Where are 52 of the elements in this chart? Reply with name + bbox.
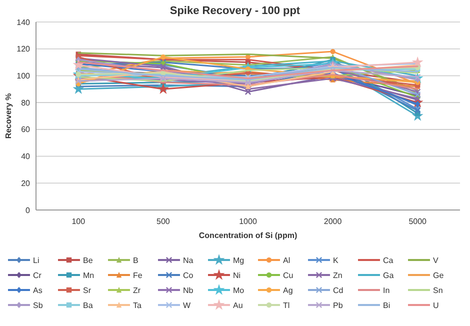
legend-label: Be	[83, 256, 94, 265]
legend-label: Nb	[183, 286, 194, 295]
y-tick-label: 140	[16, 18, 31, 27]
legend-label: Ni	[233, 270, 241, 280]
legend-label: Au	[233, 300, 243, 310]
y-tick-label: 120	[16, 44, 31, 54]
legend-label: Cr	[33, 270, 42, 280]
legend-label: K	[333, 256, 339, 265]
legend-label: Ca	[383, 256, 394, 265]
y-tick-label: 60	[21, 125, 31, 134]
legend-label: Sb	[33, 300, 44, 310]
legend-label: Cd	[333, 286, 344, 295]
y-tick-label: 100	[16, 72, 31, 81]
legend-label: Mn	[83, 270, 94, 280]
x-tick-label: 2000	[324, 217, 342, 226]
x-tick-label: 100	[72, 217, 86, 226]
legend-label: Pb	[333, 300, 344, 310]
legend-label: Zn	[333, 270, 342, 280]
x-tick-label: 1000	[239, 217, 258, 226]
legend-label: Ge	[433, 270, 444, 280]
legend-label: Mo	[233, 286, 245, 295]
x-tick-label: 5000	[408, 217, 428, 226]
x-tick-label: 500	[156, 217, 170, 226]
legend-label: W	[183, 300, 191, 310]
legend-label: V	[433, 256, 439, 265]
legend-label: Sr	[83, 286, 92, 295]
legend-label: As	[33, 286, 42, 295]
legend-label: Na	[183, 256, 194, 265]
legend-label: Zr	[133, 286, 141, 295]
legend-label: Ta	[133, 300, 142, 310]
y-tick-label: 20	[21, 178, 31, 188]
legend-label: Fe	[133, 270, 143, 280]
chart-title: Spike Recovery - 100 ppt	[170, 5, 300, 17]
y-axis-title: Recovery %	[4, 93, 13, 139]
legend-label: In	[383, 286, 390, 295]
legend-label: U	[433, 300, 439, 310]
legend-label: Tl	[283, 300, 290, 310]
legend-label: Cu	[283, 270, 294, 280]
legend-label: Mg	[233, 256, 244, 265]
legend-label: B	[133, 256, 138, 265]
legend-label: Ba	[83, 300, 94, 310]
legend-label: Li	[33, 256, 40, 265]
y-tick-label: 80	[21, 98, 31, 108]
y-tick-label: 40	[21, 152, 31, 162]
legend-label: Co	[183, 270, 194, 280]
x-axis-title: Concentration of Si (ppm)	[198, 231, 298, 240]
legend-label: Bi	[383, 300, 390, 310]
legend-label: Al	[283, 256, 290, 265]
legend-label: Ga	[383, 270, 394, 280]
y-tick-label: 0	[26, 206, 31, 215]
legend-label: Ag	[283, 286, 293, 295]
legend-label: Sn	[433, 286, 443, 295]
